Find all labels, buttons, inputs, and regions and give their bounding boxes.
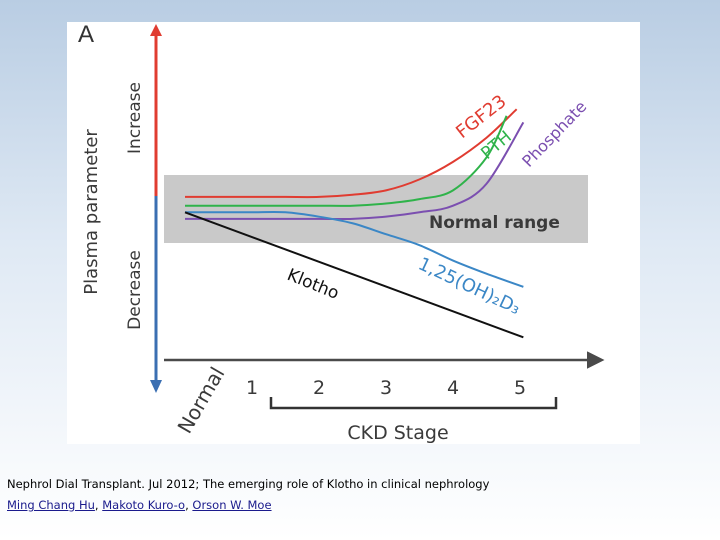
x-axis-title: CKD Stage [347,422,448,444]
y-axis-title: Plasma parameter [81,129,102,295]
y-decrease-label: Decrease [125,250,145,330]
series-lines [184,108,525,339]
figure-caption: Nephrol Dial Transplant. Jul 2012; The e… [7,474,707,516]
series-label-phosphate: Phosphate [518,97,590,171]
series-label-klotho: Klotho [284,265,342,304]
x-tick-label-3: 3 [380,377,392,399]
series-line-klotho [184,211,524,339]
ckd-chart: A Plasma parameter Increase Decrease Nor… [78,22,605,444]
series-line-phosphate [184,121,525,221]
series-label-pth: PTH [477,127,515,164]
y-axis-down-arrow [150,380,162,393]
series-label-vitamin-d: 1,25(OH)₂D₃ [415,253,524,319]
x-tick-label-2: 2 [313,377,325,399]
author-separator-1: , [94,498,103,512]
x-origin-label: Normal [173,363,230,438]
chart-figure: A Plasma parameter Increase Decrease Nor… [67,22,640,444]
series-line-pth [184,115,508,207]
ckd-stage-bracket [269,397,558,410]
x-tick-label-4: 4 [447,377,459,399]
y-increase-label: Increase [125,82,145,154]
panel-label: A [78,22,94,48]
author-separator-2: , [185,498,193,512]
x-tick-label-5: 5 [514,377,526,399]
citation-text: Nephrol Dial Transplant. Jul 2012; The e… [7,477,490,491]
y-axis-up-arrow [150,24,162,36]
normal-range-label: Normal range [429,213,560,233]
x-tick-label-1: 1 [246,377,258,399]
series-line-fgf23 [185,108,518,199]
author-list: Ming Chang Hu, Makoto Kuro-o, Orson W. M… [7,495,707,516]
author-link-3[interactable]: Orson W. Moe [192,498,272,512]
author-link-2[interactable]: Makoto Kuro-o [102,498,186,512]
author-link-1[interactable]: Ming Chang Hu [7,498,95,512]
series-line-vitamin-d [185,210,524,288]
x-tick-labels: 1 2 3 4 5 [246,377,526,399]
